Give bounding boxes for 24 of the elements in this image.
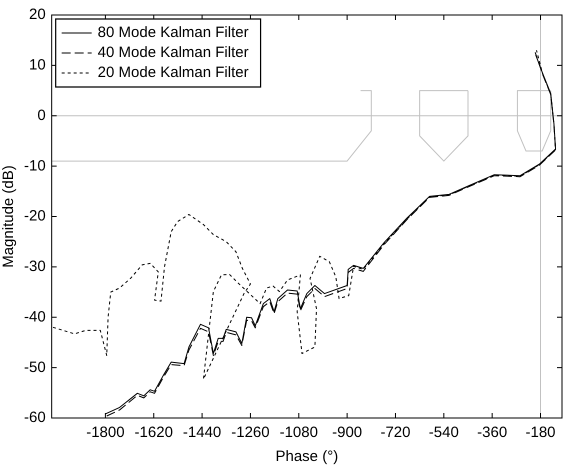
x-axis-title: Phase (°) — [275, 448, 338, 466]
y-tick-label: -10 — [24, 157, 46, 174]
y-tick-label: -40 — [24, 308, 46, 326]
y-tick-label: -30 — [24, 258, 46, 276]
x-tick-label: -360 — [477, 424, 508, 442]
legend-label: 80 Mode Kalman Filter — [98, 24, 249, 42]
y-tick-label: 10 — [28, 56, 46, 74]
x-tick-label: -1080 — [280, 424, 318, 442]
y-tick-label: 20 — [28, 6, 46, 24]
y-axis-title: Magnitude (dB) — [0, 165, 18, 268]
x-tick-label: -1440 — [182, 424, 222, 442]
x-tick-label: -180 — [525, 424, 556, 442]
x-tick-label: -1260 — [231, 424, 270, 442]
x-tick-label: -720 — [380, 424, 410, 442]
x-tick-label: -540 — [428, 424, 459, 442]
y-tick-label: 0 — [37, 106, 46, 124]
legend-label: 20 Mode Kalman Filter — [98, 64, 249, 82]
x-tick-label: -1800 — [86, 424, 125, 442]
x-tick-label: -900 — [332, 424, 362, 442]
legend-label: 40 Mode Kalman Filter — [98, 44, 249, 62]
y-tick-label: -50 — [24, 358, 46, 376]
y-tick-label: -60 — [24, 409, 46, 426]
y-tick-label: -20 — [24, 208, 46, 225]
x-tick-label: -1620 — [134, 424, 173, 442]
